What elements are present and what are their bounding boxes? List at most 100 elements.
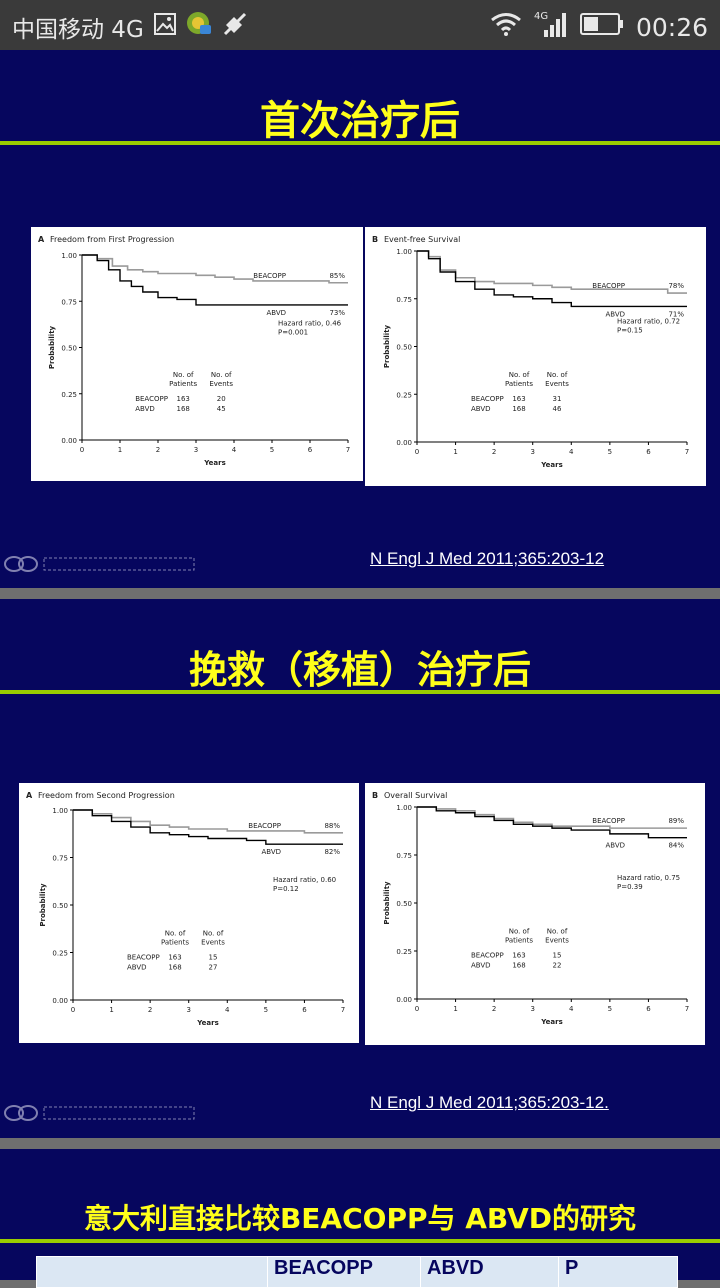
citation-link[interactable]: N Engl J Med 2011;365:203-12 [370, 549, 605, 568]
km-chart-event-free-survival: B Event-free Survival 0.00 0.25 0.50 0.75 1.00… [365, 227, 706, 486]
y-tick-label: 1.00 [396, 804, 412, 812]
y-axis-label: Probability [39, 883, 47, 927]
table-header: Patients [169, 380, 197, 388]
y-tick-label: 0.00 [52, 997, 68, 1005]
panel-letter: B [372, 791, 378, 800]
slide-1: 首次治疗后 A Freedom from First Progression 0.0… [0, 50, 720, 588]
table-row-label: BEACOPP [127, 953, 160, 961]
y-tick-label: 0.75 [61, 298, 77, 306]
x-tick-label: 0 [415, 448, 419, 456]
chart-svg: B Overall Survival 0.00 0.25 0.50 0.75 1.00 0 1 2… [372, 791, 689, 1026]
y-tick-label: 0.50 [52, 902, 68, 910]
status-bar: 中国移动 4G 4G 00:26 [0, 0, 720, 50]
series-label: BEACOPP [592, 282, 625, 290]
p-value: P=0.12 [273, 885, 299, 893]
hazard-ratio: Hazard ratio, 0.46 [278, 319, 342, 327]
x-tick-label: 2 [492, 448, 496, 456]
table-header: No. of [165, 929, 186, 937]
series-end-label: 89% [668, 817, 684, 825]
table-header: No. of [211, 371, 232, 379]
chart-title: Overall Survival [384, 791, 447, 800]
y-tick-label: 1.00 [52, 807, 68, 815]
y-tick-label: 0.00 [396, 439, 412, 447]
series-label: ABVD [266, 309, 286, 317]
series-end-label: 88% [324, 822, 340, 830]
table-header: No. of [509, 928, 530, 936]
x-tick-label: 1 [453, 448, 457, 456]
table-cell: 163 [177, 395, 190, 403]
series-label: BEACOPP [592, 817, 625, 825]
x-tick-label: 6 [302, 1006, 307, 1014]
y-tick-label: 0.75 [396, 852, 412, 860]
series-end-label: 85% [329, 272, 345, 280]
table-header: Patients [161, 938, 189, 946]
km-curve-abvd [417, 806, 687, 839]
table-header: Events [201, 938, 225, 946]
x-axis-label: Years [196, 1019, 219, 1027]
km-curve-beacopp [417, 250, 687, 294]
table-cell: 15 [209, 953, 218, 961]
panel-letter: A [26, 791, 33, 800]
table-header: Patients [505, 937, 533, 945]
y-axis-label: Probability [383, 324, 391, 368]
table-header-row: BEACOPP ABVD P [36, 1256, 678, 1288]
series-label: ABVD [605, 310, 625, 318]
y-tick-label: 0.75 [52, 855, 68, 863]
x-tick-label: 3 [194, 446, 198, 454]
x-tick-label: 3 [530, 1005, 534, 1013]
table-cell: 15 [553, 952, 562, 960]
logo [4, 556, 195, 572]
x-tick-label: 7 [685, 448, 689, 456]
table-header-cell: ABVD [420, 1256, 559, 1288]
hazard-ratio: Hazard ratio, 0.72 [617, 318, 680, 326]
table-header-cell: BEACOPP [267, 1256, 421, 1288]
hazard-ratio: Hazard ratio, 0.60 [273, 876, 336, 884]
mute-icon [222, 11, 248, 43]
table-cell: 20 [217, 395, 226, 403]
x-tick-label: 7 [341, 1006, 345, 1014]
x-tick-label: 6 [646, 448, 651, 456]
panel-letter: A [38, 235, 45, 244]
km-curve-beacopp [417, 806, 687, 829]
table-header: No. of [203, 929, 224, 937]
y-tick-label: 0.50 [396, 344, 412, 352]
x-tick-label: 0 [71, 1006, 75, 1014]
x-tick-label: 6 [308, 446, 313, 454]
citation-link[interactable]: N Engl J Med 2011;365:203-12. [370, 1093, 609, 1112]
km-curve-beacopp [73, 809, 343, 834]
table-row-label: BEACOPP [471, 952, 504, 960]
y-tick-label: 0.25 [52, 950, 68, 958]
p-value: P=0.15 [617, 327, 643, 335]
x-tick-label: 2 [156, 446, 160, 454]
y-tick-label: 0.25 [61, 391, 77, 399]
table-header-cell [36, 1256, 268, 1288]
x-tick-label: 1 [453, 1005, 457, 1013]
slide-title: 意大利直接比较BEACOPP与 ABVD的研究 [83, 1202, 637, 1235]
table-row-label: ABVD [471, 405, 491, 413]
table-header: No. of [547, 928, 568, 936]
svg-text:4G: 4G [534, 11, 548, 22]
table-header-cell: P [558, 1256, 678, 1288]
p-value: P=0.39 [617, 883, 643, 891]
km-chart-freedom-second-progression: A Freedom from Second Progression 0.00 0.25… [19, 783, 359, 1043]
slide-title: 挽救（移植）治疗后 [188, 648, 531, 692]
carrier-label: 中国移动 4G [12, 17, 144, 43]
y-tick-label: 0.75 [396, 296, 412, 304]
table-header: No. of [509, 371, 530, 379]
notification-app-icon [186, 11, 212, 43]
table-row-label: ABVD [127, 963, 147, 971]
chart-title: Freedom from First Progression [50, 235, 174, 244]
table-header: No. of [547, 371, 568, 379]
title-rule [0, 141, 720, 145]
x-tick-label: 4 [232, 446, 237, 454]
slide-2: 挽救（移植）治疗后 A Freedom from Second Progressi… [0, 599, 720, 1138]
x-tick-label: 1 [118, 446, 122, 454]
hazard-ratio: Hazard ratio, 0.75 [617, 874, 680, 882]
series-label: ABVD [261, 848, 281, 856]
y-tick-label: 0.00 [61, 437, 77, 445]
table-row-label: BEACOPP [135, 395, 168, 403]
title-rule [0, 690, 720, 694]
table-cell: 163 [512, 952, 525, 960]
y-tick-label: 1.00 [61, 252, 77, 260]
table-cell: 27 [209, 963, 218, 971]
